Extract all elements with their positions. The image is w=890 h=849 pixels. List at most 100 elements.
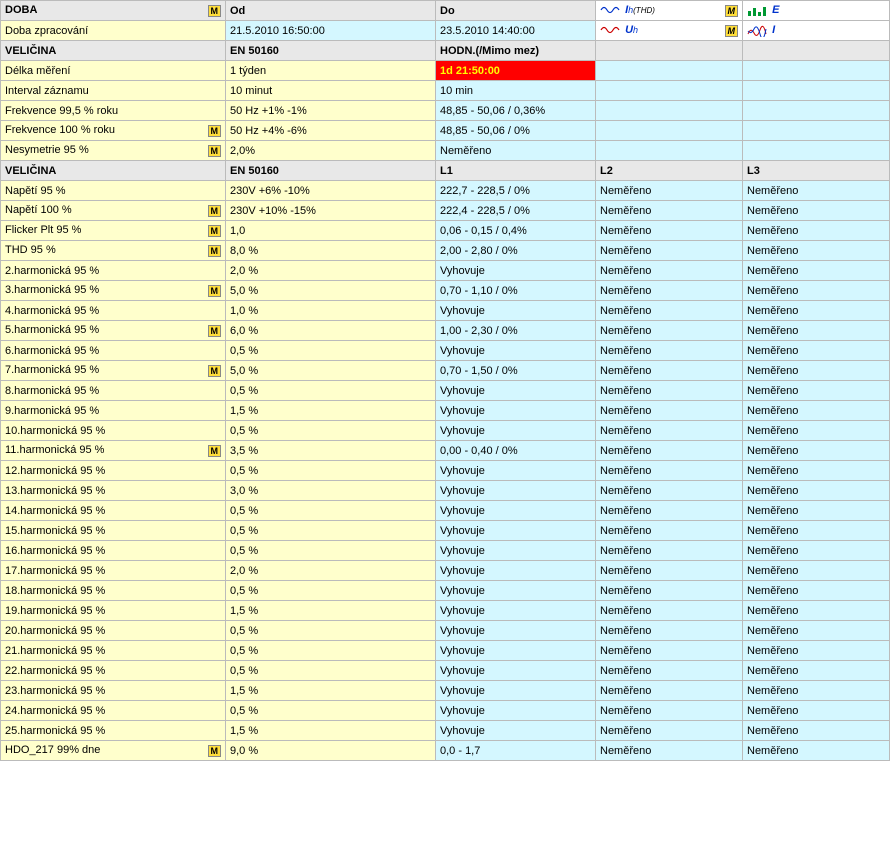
signal-cell-ih[interactable]: Ih(THD)M bbox=[596, 1, 743, 21]
row-label: Flicker Plt 95 % bbox=[5, 224, 81, 236]
signal-cell-e[interactable]: E bbox=[743, 1, 890, 21]
row-label: 8.harmonická 95 % bbox=[5, 385, 99, 397]
header-velicina-2: VELIČINA bbox=[5, 165, 56, 177]
l3-value: Neměřeno bbox=[747, 525, 798, 537]
l3-value: Neměřeno bbox=[747, 705, 798, 717]
l2-value: Neměřeno bbox=[600, 585, 651, 597]
l2-value: Neměřeno bbox=[600, 605, 651, 617]
l3-value: Neměřeno bbox=[747, 185, 798, 197]
hodn-value: 10 min bbox=[440, 85, 473, 97]
en-value: 8,0 % bbox=[230, 245, 258, 257]
row-label: 10.harmonická 95 % bbox=[5, 425, 105, 437]
en-value: 0,5 % bbox=[230, 545, 258, 557]
l3-value: Neměřeno bbox=[747, 485, 798, 497]
l3-value: Neměřeno bbox=[747, 545, 798, 557]
en-value: 1,0 % bbox=[230, 305, 258, 317]
en-value: 0,5 % bbox=[230, 425, 258, 437]
row-label: 17.harmonická 95 % bbox=[5, 565, 105, 577]
l3-value: Neměřeno bbox=[747, 565, 798, 577]
l2-value: Neměřeno bbox=[600, 185, 651, 197]
value-od: 21.5.2010 16:50:00 bbox=[230, 25, 325, 37]
row-label: Nesymetrie 95 % bbox=[5, 144, 89, 156]
row-label: 19.harmonická 95 % bbox=[5, 605, 105, 617]
l2-value: Neměřeno bbox=[600, 345, 651, 357]
en-value: 3,5 % bbox=[230, 445, 258, 457]
signal-uh[interactable]: U bbox=[625, 24, 633, 36]
row-label: Doba zpracování bbox=[5, 25, 88, 37]
l1-value: Vyhovuje bbox=[440, 425, 485, 437]
l3-value: Neměřeno bbox=[747, 305, 798, 317]
l2-value: Neměřeno bbox=[600, 565, 651, 577]
l1-value: Vyhovuje bbox=[440, 665, 485, 677]
signal-cell-uh[interactable]: UhM bbox=[596, 21, 743, 41]
m-badge-icon: M bbox=[208, 445, 222, 457]
l3-value: Neměřeno bbox=[747, 365, 798, 377]
row-label: Délka měření bbox=[5, 65, 70, 77]
m-badge-icon: M bbox=[208, 225, 222, 237]
signal-cell-i[interactable]: I bbox=[743, 21, 890, 41]
l3-value: Neměřeno bbox=[747, 465, 798, 477]
l3-value: Neměřeno bbox=[747, 745, 798, 757]
row-label: Frekvence 100 % roku bbox=[5, 124, 115, 136]
en-value: 0,5 % bbox=[230, 585, 258, 597]
en-value: 50 Hz +1% -1% bbox=[230, 105, 307, 117]
hodn-value: 48,85 - 50,06 / 0,36% bbox=[440, 105, 545, 117]
l2-value: Neměřeno bbox=[600, 665, 651, 677]
l3-value: Neměřeno bbox=[747, 665, 798, 677]
header-l2: L2 bbox=[600, 165, 613, 177]
row-label: 12.harmonická 95 % bbox=[5, 465, 105, 477]
row-label: Interval záznamu bbox=[5, 85, 89, 97]
l1-value: Vyhovuje bbox=[440, 385, 485, 397]
m-badge-icon: M bbox=[208, 205, 222, 217]
l1-value: Vyhovuje bbox=[440, 465, 485, 477]
row-label: 9.harmonická 95 % bbox=[5, 405, 99, 417]
en-value: 9,0 % bbox=[230, 745, 258, 757]
signal-i[interactable]: I bbox=[772, 24, 775, 36]
header-l1: L1 bbox=[440, 165, 453, 177]
en-value: 1,5 % bbox=[230, 405, 258, 417]
en-value: 230V +10% -15% bbox=[230, 205, 316, 217]
l1-value: Vyhovuje bbox=[440, 685, 485, 697]
l2-value: Neměřeno bbox=[600, 465, 651, 477]
row-label: Napětí 100 % bbox=[5, 204, 72, 216]
l1-value: 2,00 - 2,80 / 0% bbox=[440, 245, 518, 257]
l2-value: Neměřeno bbox=[600, 385, 651, 397]
en-value: 5,0 % bbox=[230, 285, 258, 297]
l2-value: Neměřeno bbox=[600, 725, 651, 737]
l2-value: Neměřeno bbox=[600, 685, 651, 697]
l3-value: Neměřeno bbox=[747, 685, 798, 697]
l2-value: Neměřeno bbox=[600, 285, 651, 297]
header-en50160-2: EN 50160 bbox=[230, 165, 279, 177]
l3-value: Neměřeno bbox=[747, 505, 798, 517]
l3-value: Neměřeno bbox=[747, 205, 798, 217]
l1-value: Vyhovuje bbox=[440, 505, 485, 517]
row-label: 4.harmonická 95 % bbox=[5, 305, 99, 317]
en-value: 2,0 % bbox=[230, 265, 258, 277]
m-badge-icon: M bbox=[208, 5, 222, 17]
en-value: 0,5 % bbox=[230, 625, 258, 637]
row-label: 21.harmonická 95 % bbox=[5, 645, 105, 657]
l1-value: Vyhovuje bbox=[440, 585, 485, 597]
l2-value: Neměřeno bbox=[600, 705, 651, 717]
signal-e[interactable]: E bbox=[772, 4, 779, 16]
l3-value: Neměřeno bbox=[747, 425, 798, 437]
row-label: 24.harmonická 95 % bbox=[5, 705, 105, 717]
header-l3: L3 bbox=[747, 165, 760, 177]
l2-value: Neměřeno bbox=[600, 545, 651, 557]
l3-value: Neměřeno bbox=[747, 625, 798, 637]
en-value: 0,5 % bbox=[230, 665, 258, 677]
en-value: 0,5 % bbox=[230, 705, 258, 717]
en-value: 0,5 % bbox=[230, 505, 258, 517]
l2-value: Neměřeno bbox=[600, 425, 651, 437]
l1-value: Vyhovuje bbox=[440, 605, 485, 617]
row-label: 11.harmonická 95 % bbox=[5, 444, 104, 456]
m-badge-icon: M bbox=[725, 25, 739, 37]
l2-value: Neměřeno bbox=[600, 645, 651, 657]
en-value: 0,5 % bbox=[230, 465, 258, 477]
l1-value: Vyhovuje bbox=[440, 565, 485, 577]
hodn-value: 48,85 - 50,06 / 0% bbox=[440, 125, 530, 137]
row-label: 16.harmonická 95 % bbox=[5, 545, 105, 557]
en-value: 0,5 % bbox=[230, 645, 258, 657]
l3-value: Neměřeno bbox=[747, 265, 798, 277]
row-label: 7.harmonická 95 % bbox=[5, 364, 99, 376]
